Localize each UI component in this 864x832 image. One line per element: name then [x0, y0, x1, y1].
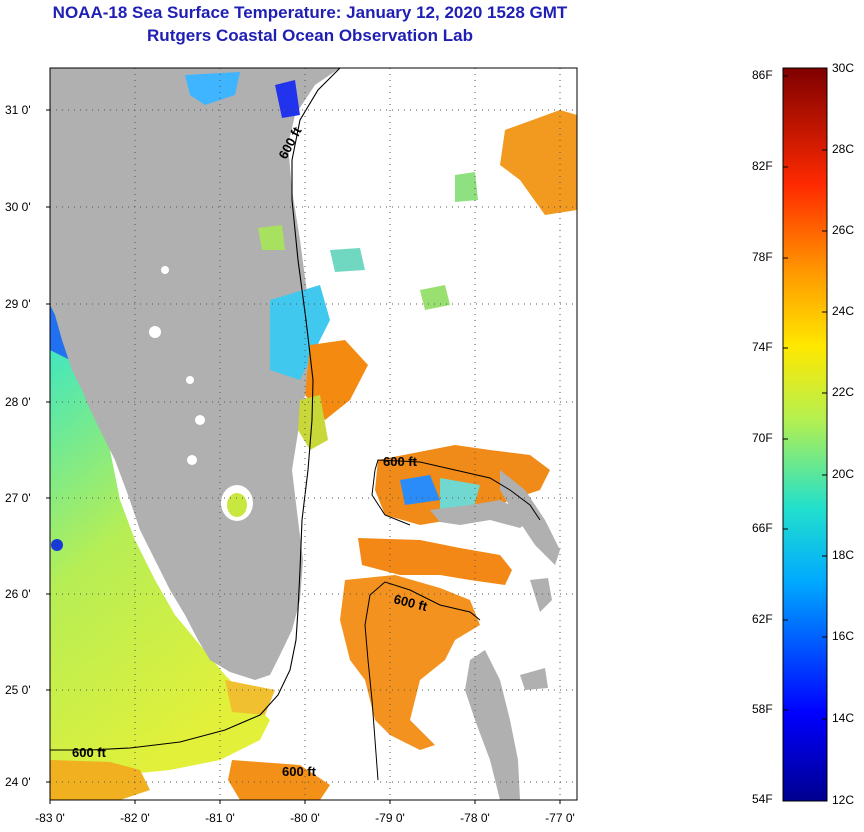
- sst-patch: [455, 172, 478, 202]
- contour-label: 600 ft: [72, 745, 107, 760]
- lon-label: -82 0': [120, 811, 150, 825]
- andros-land: [465, 650, 520, 800]
- colorbar-f-label: 70F: [752, 431, 773, 445]
- colorbar: [782, 67, 828, 802]
- lat-label: 24 0': [5, 775, 31, 789]
- sst-patch: [270, 285, 330, 380]
- colorbar-f-label: 58F: [752, 702, 773, 716]
- colorbar-c-label: 20C: [832, 467, 855, 481]
- colorbar-c-label: 24C: [832, 304, 855, 318]
- colorbar-f-label: 86F: [752, 68, 773, 82]
- isobath-600ft-tongue: [364, 581, 481, 781]
- lat-label: 31 0': [5, 103, 31, 117]
- colorbar-c-label: 14C: [832, 711, 855, 725]
- lon-label: -81 0': [205, 811, 235, 825]
- grand-bahama-land: [430, 500, 530, 528]
- island-land: [530, 578, 552, 612]
- lake-okeechobee-sst: [227, 493, 247, 517]
- sst-patch: [225, 680, 275, 715]
- isobath-600ft: [50, 68, 341, 751]
- sst-bahamas-south: [340, 575, 480, 750]
- florida-land: [50, 68, 340, 680]
- page-subtitle: Rutgers Coastal Ocean Observation Lab: [147, 26, 473, 45]
- colorbar-f-label: 74F: [752, 340, 773, 354]
- colorbar-c-label: 28C: [832, 142, 855, 156]
- colorbar-f-label: 54F: [752, 792, 773, 806]
- colorbar-c-label: 16C: [832, 629, 855, 643]
- sst-patch: [420, 285, 450, 310]
- gulf-sst-region: [50, 330, 270, 780]
- isobath-600ft-bahamas: [371, 459, 541, 526]
- colorbar-c-label: 26C: [832, 223, 855, 237]
- cold-spot: [51, 539, 63, 551]
- page-title: NOAA-18 Sea Surface Temperature: January…: [52, 3, 568, 22]
- sst-patch: [298, 395, 328, 450]
- lon-label: -79 0': [375, 811, 405, 825]
- colorbar-f-label: 78F: [752, 250, 773, 264]
- plot-frame: [49, 67, 578, 801]
- lat-label: 26 0': [5, 587, 31, 601]
- sst-patch-ne: [500, 110, 577, 215]
- lon-label: -78 0': [460, 811, 490, 825]
- colorbar-c-label: 12C: [832, 793, 855, 807]
- island-land: [520, 668, 548, 690]
- colorbar-f-label: 66F: [752, 521, 773, 535]
- lat-label: 30 0': [5, 200, 31, 214]
- sst-bahamas-mid: [358, 538, 512, 585]
- lat-label: 25 0': [5, 683, 31, 697]
- colorbar-ticks: [783, 67, 827, 720]
- gulf-sst-south: [50, 760, 150, 800]
- lon-label: -83 0': [35, 811, 65, 825]
- lon-label: -77 0': [545, 811, 575, 825]
- sst-patch: [258, 225, 285, 250]
- sst-patch: [275, 80, 300, 118]
- sst-patch: [330, 248, 365, 272]
- sst-patch: [185, 72, 240, 105]
- colorbar-c-label: 30C: [832, 61, 855, 75]
- colorbar-f-label: 82F: [752, 159, 773, 173]
- lat-label: 28 0': [5, 395, 31, 409]
- colorbar-c-label: 18C: [832, 548, 855, 562]
- colorbar-c-label: 22C: [832, 385, 855, 399]
- contour-label: 600 ft: [383, 454, 418, 469]
- lat-label: 27 0': [5, 491, 31, 505]
- contour-label: 600 ft: [282, 764, 317, 779]
- lon-label: -80 0': [290, 811, 320, 825]
- colorbar-f-label: 62F: [752, 612, 773, 626]
- lat-label: 29 0': [5, 297, 31, 311]
- axis-ticks: [46, 109, 561, 804]
